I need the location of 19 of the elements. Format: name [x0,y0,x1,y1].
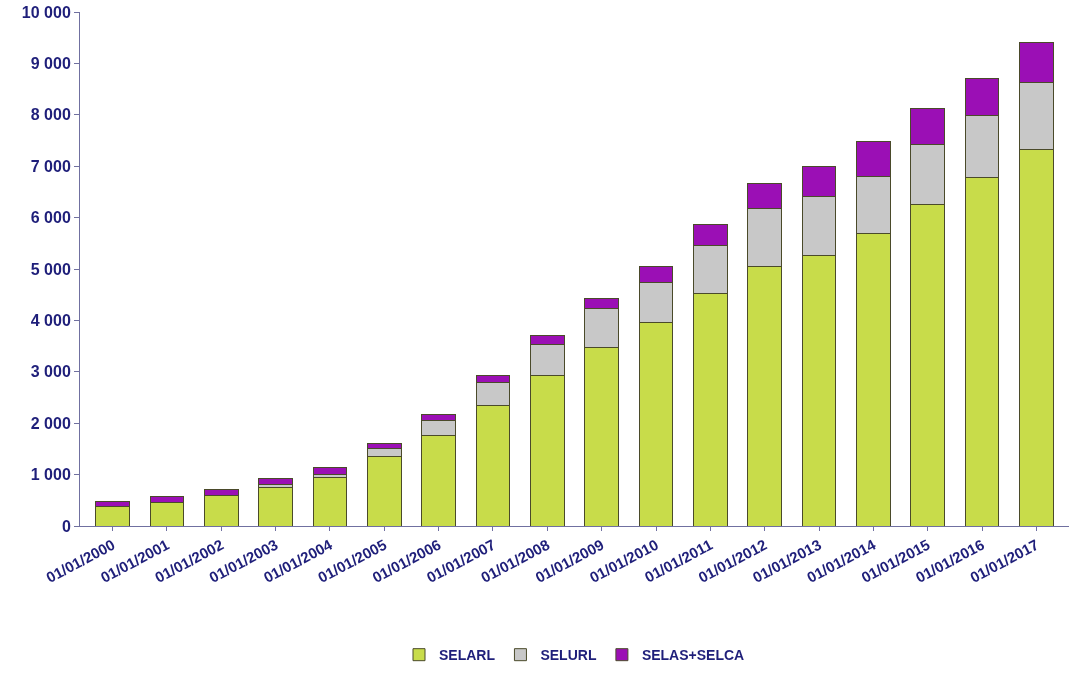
y-tick-label: 6 000 [30,209,71,227]
y-tick-label: 5 000 [30,260,71,278]
y-tick-label: 0 [61,517,71,535]
legend-label: SELURL [540,647,597,664]
bar [95,505,130,526]
bar [258,487,293,526]
y-tick-label: 1 000 [30,466,71,484]
y-tick-label: 10 000 [21,3,71,21]
legend-label: SELARL [439,647,496,664]
y-tick-label: 2 000 [30,414,71,432]
bar [312,476,348,526]
y-tick-label: 8 000 [30,106,71,124]
y-tick-label: 4 000 [30,312,71,329]
y-tick-label: 3 000 [30,363,71,381]
y-tick-label: 7 000 [30,157,71,175]
legend-label: SELAS+SELCA [641,647,745,664]
bar [312,467,348,475]
bar [258,478,293,486]
y-tick-label: 9 000 [30,55,71,72]
